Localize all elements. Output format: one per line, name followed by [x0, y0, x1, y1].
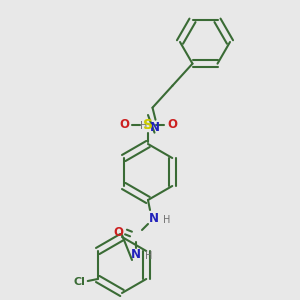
- Text: H: H: [163, 215, 171, 225]
- Text: N: N: [149, 212, 159, 224]
- Text: N: N: [149, 121, 160, 134]
- Text: O: O: [113, 226, 123, 238]
- Text: N: N: [131, 248, 141, 260]
- Text: S: S: [143, 118, 153, 132]
- Text: Cl: Cl: [74, 277, 86, 287]
- Text: O: O: [167, 118, 177, 131]
- Text: O: O: [119, 118, 129, 131]
- Text: H: H: [145, 251, 153, 261]
- Text: H: H: [140, 121, 147, 131]
